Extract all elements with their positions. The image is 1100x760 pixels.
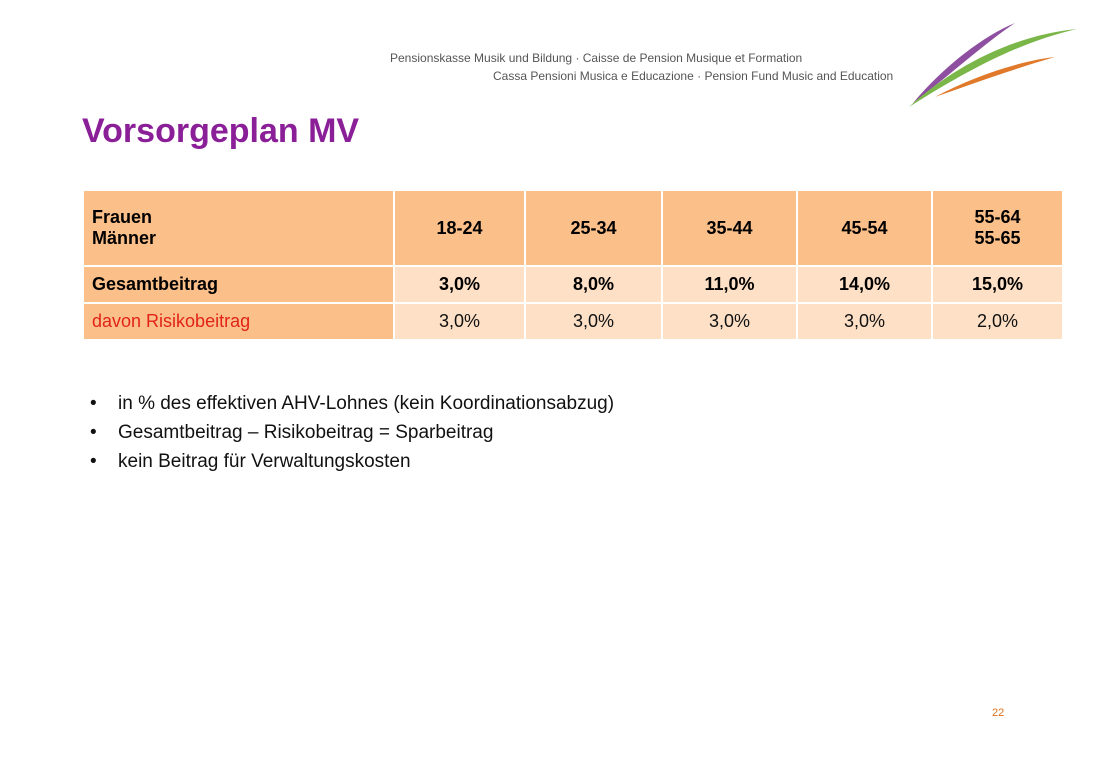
cell: 14,0% (796, 265, 933, 304)
header-line: Cassa Pensioni Musica e Educazione · Pen… (493, 69, 894, 83)
slide-title: Vorsorgeplan MV (82, 112, 360, 150)
table-row: Gesamtbeitrag 3,0% 8,0% 11,0% 14,0% 15,0% (82, 265, 1064, 304)
header-row: Frauen Männer 18-24 25-34 35-44 45-54 55-64 55-… (82, 189, 1064, 267)
bullet: in % des effektiven AHV-Lohnes (kein Koo… (90, 392, 614, 421)
header-cell: Frauen Männer (82, 189, 395, 267)
cell: 3,0% (661, 302, 798, 341)
header-line: Pensionskasse Musik und Bildung · Caisse… (390, 51, 803, 65)
page-number: 22 (992, 707, 1005, 719)
header-text: 55-65 (974, 228, 1021, 248)
contribution-table: Frauen Männer 18-24 25-34 35-44 45-54 55-64 55-… (82, 189, 1064, 341)
row-label: Gesamtbeitrag (82, 265, 395, 304)
cell: 11,0% (661, 265, 798, 304)
cell: 3,0% (524, 302, 663, 341)
bullet: kein Beitrag für Verwaltungskosten (90, 450, 614, 479)
bullet: Gesamtbeitrag – Risikobeitrag = Sparbeit… (90, 421, 614, 450)
header-text: 35-44 (706, 217, 753, 238)
header-cell: 45-54 (796, 189, 933, 267)
header-cell: 25-34 (524, 189, 663, 267)
header-text: 18-24 (436, 217, 483, 238)
cell: 3,0% (393, 265, 526, 304)
row-label: davon Risikobeitrag (82, 302, 395, 341)
header-cell: 35-44 (661, 189, 798, 267)
logo-swoosh (909, 29, 1077, 107)
logo (909, 23, 1077, 107)
header-text: Männer (92, 228, 157, 248)
cell: 15,0% (931, 265, 1064, 304)
cell: 3,0% (393, 302, 526, 341)
cell: 8,0% (524, 265, 663, 304)
header-text: 45-54 (841, 217, 888, 238)
cell: 2,0% (931, 302, 1064, 341)
bullet-list: in % des effektiven AHV-Lohnes (kein Koo… (90, 392, 614, 479)
cell: 3,0% (796, 302, 933, 341)
header-text: 55-64 (974, 207, 1021, 227)
header-text: 25-34 (570, 217, 617, 238)
header-cell: 55-64 55-65 (931, 189, 1064, 267)
table-row: davon Risikobeitrag 3,0% 3,0% 3,0% 3,0% 2,0% (82, 302, 1064, 341)
header-cell: 18-24 (393, 189, 526, 267)
header-text: Frauen (92, 207, 153, 227)
